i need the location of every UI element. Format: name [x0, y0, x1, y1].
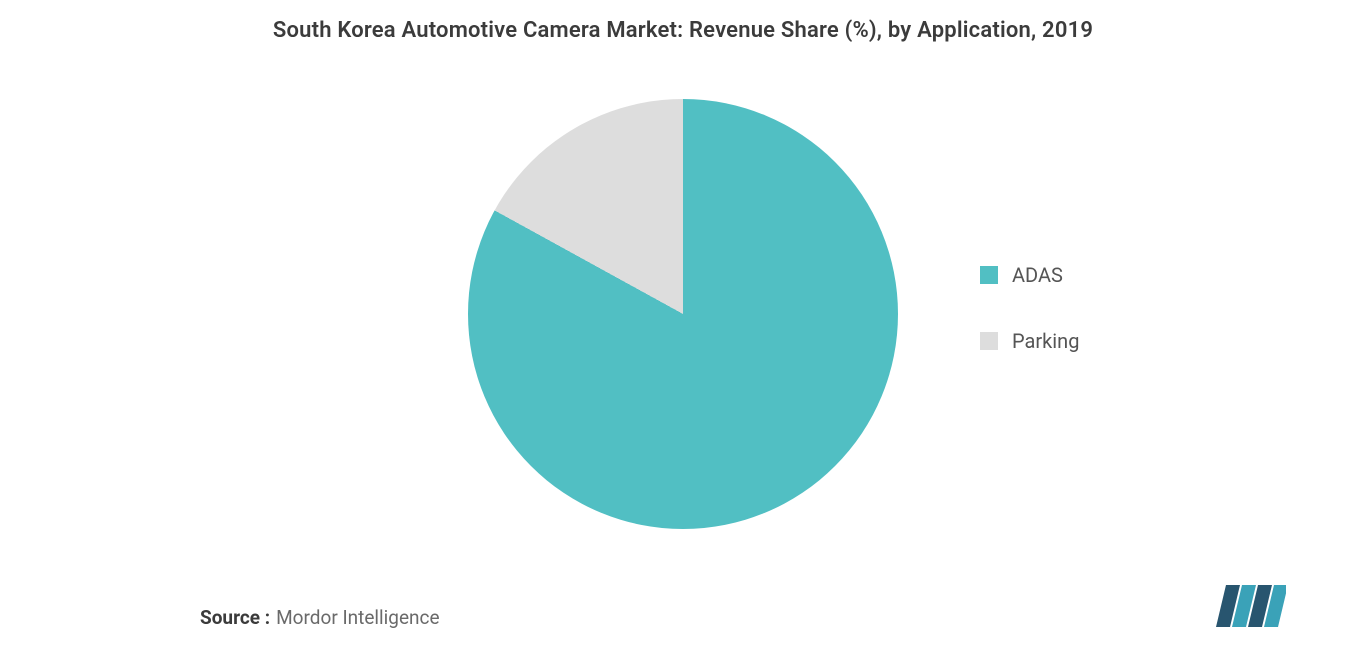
footer: Source : Mordor Intelligence — [40, 585, 1326, 635]
legend-swatch-parking — [980, 332, 998, 350]
pie-wrap — [468, 99, 898, 529]
chart-title: South Korea Automotive Camera Market: Re… — [40, 18, 1326, 43]
legend-swatch-adas — [980, 266, 998, 284]
chart-container: South Korea Automotive Camera Market: Re… — [0, 0, 1366, 655]
brand-logo-icon — [1216, 585, 1286, 627]
brand-logo — [1216, 585, 1306, 629]
legend-label-adas: ADAS — [1012, 263, 1063, 287]
legend: ADAS Parking — [980, 263, 1079, 353]
source-line: Source : Mordor Intelligence — [200, 606, 440, 629]
pie-chart — [468, 99, 898, 529]
source-text: Mordor Intelligence — [276, 606, 439, 629]
chart-body: ADAS Parking — [40, 43, 1326, 585]
source-label: Source : — [200, 606, 270, 629]
legend-item-parking: Parking — [980, 329, 1079, 353]
legend-label-parking: Parking — [1012, 329, 1079, 353]
legend-item-adas: ADAS — [980, 263, 1079, 287]
